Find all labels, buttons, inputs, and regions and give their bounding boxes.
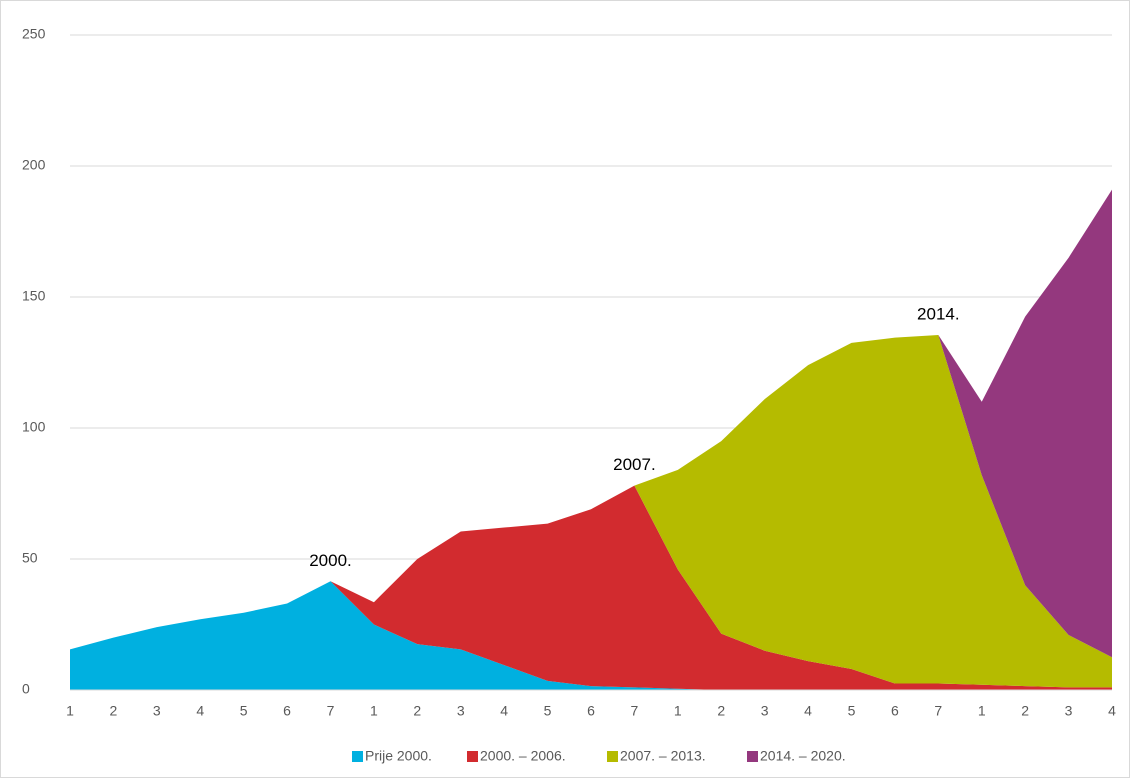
legend-label: 2000. – 2006. [480,748,566,764]
x-tick-label: 2 [110,703,118,719]
y-tick-label: 50 [22,550,38,566]
x-tick-label: 3 [1065,703,1073,719]
x-tick-label: 4 [500,703,508,719]
x-tick-label: 4 [804,703,812,719]
x-tick-label: 1 [66,703,74,719]
y-tick-label: 250 [22,26,46,42]
legend-swatch [607,751,618,762]
x-tick-label: 1 [978,703,986,719]
x-tick-label: 6 [587,703,595,719]
x-tick-label: 2 [1021,703,1029,719]
x-tick-label: 3 [457,703,465,719]
x-tick-label: 5 [544,703,552,719]
legend-label: Prije 2000. [365,748,432,764]
y-tick-label: 150 [22,288,46,304]
y-tick-label: 100 [22,419,46,435]
x-tick-label: 3 [153,703,161,719]
x-tick-label: 2 [717,703,725,719]
x-tick-label: 2 [413,703,421,719]
x-tick-label: 5 [240,703,248,719]
legend-label: 2007. – 2013. [620,748,706,764]
annotation: 2007. [613,455,656,474]
legend-swatch [467,751,478,762]
annotation: 2014. [917,304,960,323]
legend-label: 2014. – 2020. [760,748,846,764]
x-tick-label: 4 [196,703,204,719]
x-tick-label: 3 [761,703,769,719]
legend-swatch [352,751,363,762]
area [70,334,1112,688]
x-tick-label: 4 [1108,703,1116,719]
x-tick-label: 1 [674,703,682,719]
area [70,581,1112,690]
area [70,485,1112,690]
x-tick-label: 7 [327,703,335,719]
x-tick-label: 7 [631,703,639,719]
x-tick-label: 6 [283,703,291,719]
x-tick-label: 1 [370,703,378,719]
legend-swatch [747,751,758,762]
x-tick-label: 6 [891,703,899,719]
y-tick-label: 200 [22,157,46,173]
x-tick-label: 5 [848,703,856,719]
y-tick-label: 0 [22,681,30,697]
annotation: 2000. [309,551,352,570]
x-tick-label: 7 [934,703,942,719]
